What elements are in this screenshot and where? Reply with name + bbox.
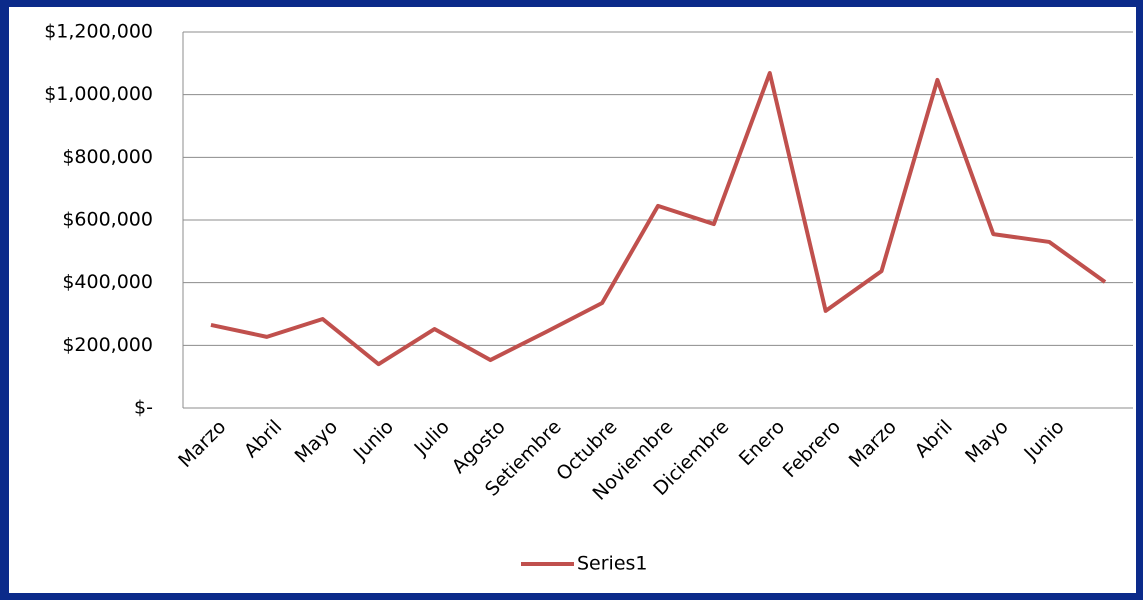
data-line [210,71,1107,367]
y-tick-label: $200,000 [62,334,153,356]
y-tick-label: $800,000 [62,146,153,168]
y-tick-label: $- [134,397,153,419]
y-tick-label: $1,200,000 [44,21,153,43]
legend-label: Series1 [577,553,648,575]
y-tick-label: $600,000 [62,209,153,231]
y-tick-label: $1,000,000 [44,83,153,105]
y-tick-label: $400,000 [62,271,153,293]
